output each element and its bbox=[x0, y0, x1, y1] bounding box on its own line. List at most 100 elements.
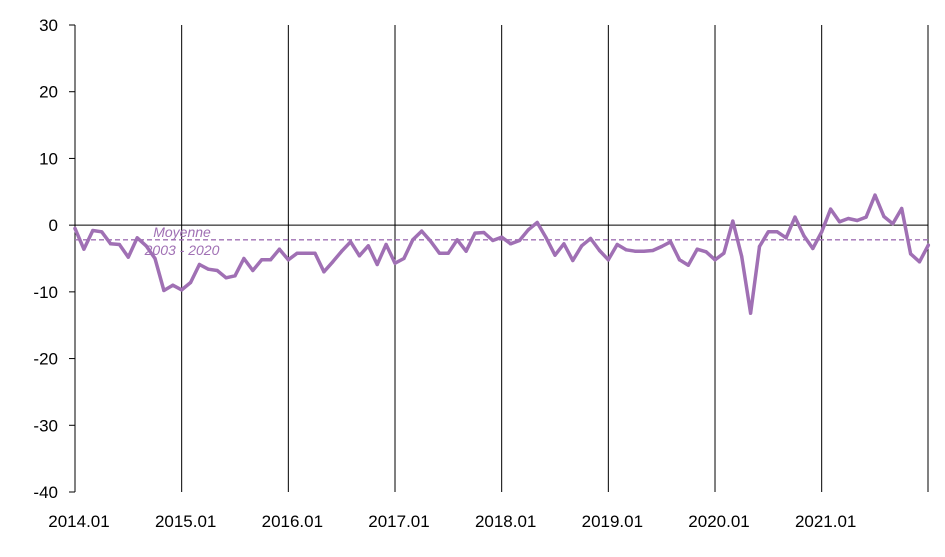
data-point bbox=[366, 244, 370, 248]
data-point bbox=[482, 230, 486, 235]
data-point bbox=[837, 220, 842, 224]
data-point bbox=[704, 250, 708, 254]
data-point bbox=[340, 249, 344, 253]
data-point bbox=[348, 240, 353, 244]
data-point bbox=[224, 276, 228, 280]
data-point bbox=[926, 243, 930, 247]
data-point bbox=[304, 251, 308, 255]
data-point bbox=[580, 244, 584, 248]
average-label-line2: 2003 - 2020 bbox=[144, 242, 220, 258]
data-point bbox=[677, 258, 682, 262]
x-tick-label: 2018.01 bbox=[475, 512, 536, 531]
data-point bbox=[651, 248, 655, 253]
data-point bbox=[491, 238, 495, 243]
data-point bbox=[153, 256, 157, 261]
data-point bbox=[384, 242, 388, 247]
data-point bbox=[686, 263, 690, 267]
data-point bbox=[597, 248, 602, 253]
data-point bbox=[615, 242, 619, 247]
data-point bbox=[757, 244, 762, 249]
data-point bbox=[420, 229, 424, 233]
data-point bbox=[242, 256, 246, 261]
x-tick-label: 2017.01 bbox=[368, 512, 429, 531]
data-point bbox=[900, 206, 904, 211]
y-tick-label: 10 bbox=[39, 149, 58, 168]
data-point bbox=[668, 240, 673, 244]
average-label-line1: Moyenne bbox=[153, 224, 211, 240]
y-tick-label: -40 bbox=[33, 483, 58, 502]
data-point bbox=[784, 236, 788, 240]
data-point bbox=[544, 236, 548, 240]
data-point bbox=[428, 239, 433, 243]
data-point bbox=[162, 288, 166, 293]
data-point bbox=[411, 238, 415, 242]
data-point bbox=[500, 235, 504, 239]
data-point bbox=[766, 230, 770, 234]
data-point bbox=[562, 242, 566, 246]
data-point bbox=[553, 253, 557, 257]
y-tick-label: 0 bbox=[49, 216, 58, 235]
data-point bbox=[437, 251, 442, 255]
data-point bbox=[446, 251, 450, 255]
data-point bbox=[526, 228, 530, 232]
data-point bbox=[331, 260, 335, 264]
data-point bbox=[171, 283, 175, 287]
data-point bbox=[891, 222, 895, 226]
data-point bbox=[642, 249, 646, 253]
data-point bbox=[286, 258, 290, 262]
data-point bbox=[873, 193, 877, 197]
data-point bbox=[606, 258, 610, 262]
vertical-gridlines bbox=[181, 25, 929, 492]
y-tick-label: -30 bbox=[33, 416, 58, 435]
data-point bbox=[277, 247, 282, 251]
data-point bbox=[535, 220, 539, 225]
y-tick-label: -20 bbox=[33, 350, 58, 369]
data-point bbox=[82, 247, 86, 251]
data-point bbox=[144, 244, 148, 248]
data-point bbox=[882, 214, 886, 219]
data-point bbox=[864, 215, 868, 219]
data-point bbox=[357, 254, 362, 258]
data-point bbox=[820, 230, 824, 234]
x-tick-label: 2021.01 bbox=[795, 512, 856, 531]
data-point bbox=[588, 236, 593, 241]
data-point bbox=[571, 258, 575, 263]
data-point bbox=[660, 244, 664, 249]
y-tick-label: 20 bbox=[39, 83, 58, 102]
x-tick-label: 2014.01 bbox=[48, 512, 109, 531]
data-point bbox=[731, 219, 735, 223]
data-point bbox=[393, 261, 397, 265]
data-point bbox=[197, 262, 202, 267]
data-point bbox=[206, 267, 210, 271]
data-point bbox=[180, 288, 184, 292]
data-point bbox=[215, 268, 219, 273]
data-point bbox=[295, 251, 299, 255]
data-point bbox=[748, 311, 753, 315]
data-point bbox=[375, 262, 379, 267]
x-tick-label: 2020.01 bbox=[688, 512, 749, 531]
x-axis-ticks: 2014.01 2015.01 2016.01 2017.01 2018.01 2019.… bbox=[48, 512, 856, 531]
data-point bbox=[508, 242, 513, 246]
data-point bbox=[251, 268, 255, 273]
data-point bbox=[464, 249, 468, 253]
data-point bbox=[126, 255, 130, 259]
data-point bbox=[135, 236, 139, 240]
data-point bbox=[695, 247, 699, 251]
data-point bbox=[100, 230, 104, 234]
data-point bbox=[91, 228, 95, 233]
data-point bbox=[633, 249, 637, 253]
data-point bbox=[713, 258, 717, 262]
data-point bbox=[775, 230, 779, 234]
data-point bbox=[517, 238, 522, 243]
series-points bbox=[73, 193, 930, 315]
x-tick-label: 2019.01 bbox=[582, 512, 643, 531]
data-point bbox=[188, 280, 193, 285]
data-point bbox=[233, 274, 237, 278]
data-point bbox=[455, 238, 459, 242]
data-point bbox=[402, 256, 406, 261]
data-point bbox=[117, 242, 122, 247]
data-point bbox=[793, 215, 797, 219]
data-point bbox=[322, 270, 326, 274]
data-point bbox=[802, 234, 806, 238]
